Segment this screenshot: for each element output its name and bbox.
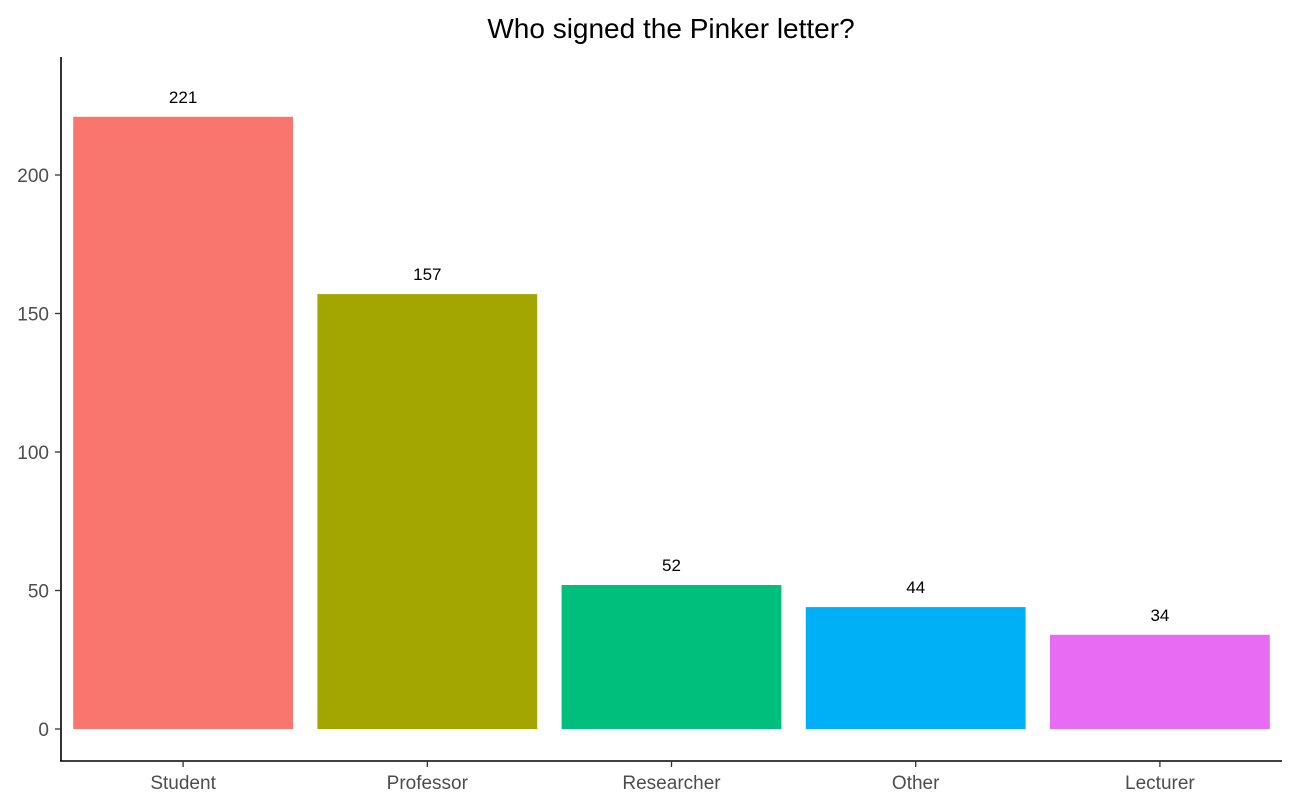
- chart-title: Who signed the Pinker letter?: [487, 13, 854, 44]
- data-label-professor: 157: [413, 265, 441, 284]
- data-label-lecturer: 34: [1150, 606, 1169, 625]
- bar-lecturer: [1050, 634, 1270, 729]
- bar-professor: [317, 294, 538, 729]
- x-tick-label: Other: [892, 773, 940, 794]
- y-tick-label: 150: [17, 305, 49, 326]
- y-tick-label: 50: [28, 582, 49, 603]
- data-labels: 221 157 52 44 34: [169, 88, 1169, 625]
- bar-student: [73, 116, 293, 730]
- data-label-other: 44: [906, 578, 925, 597]
- x-tick-label: Lecturer: [1125, 773, 1195, 794]
- y-tick-label: 0: [38, 720, 49, 741]
- data-label-student: 221: [169, 88, 197, 107]
- x-axis: Student Professor Researcher Other Lecturer: [60, 760, 1282, 794]
- x-tick-label: Student: [150, 773, 216, 794]
- y-tick-label: 100: [17, 443, 49, 464]
- bar-other: [805, 607, 1026, 729]
- data-label-researcher: 52: [662, 556, 681, 575]
- y-axis: 0 50 100 150 200: [17, 57, 62, 761]
- bar-researcher: [561, 585, 782, 729]
- x-tick-label: Researcher: [622, 773, 721, 794]
- bars: [73, 116, 1270, 730]
- x-tick-label: Professor: [387, 773, 469, 794]
- y-tick-label: 200: [17, 166, 49, 187]
